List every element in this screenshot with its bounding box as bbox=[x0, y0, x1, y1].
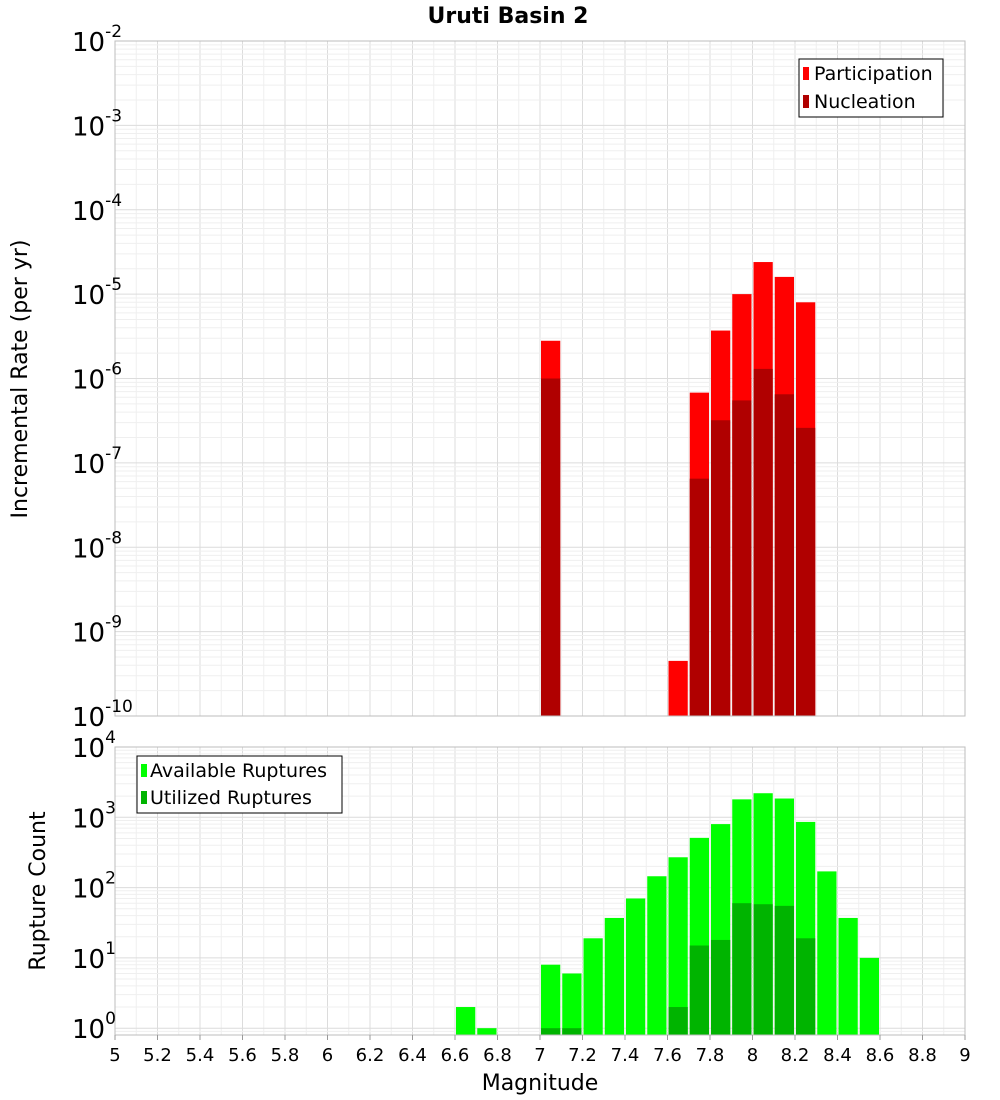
x-tick-label: 7 bbox=[534, 1045, 545, 1066]
x-tick-label: 5.4 bbox=[186, 1045, 215, 1066]
y-tick-label: 10-9 bbox=[72, 613, 122, 649]
y-tick-label: 10-4 bbox=[72, 191, 122, 227]
y-tick-label: 102 bbox=[72, 869, 116, 905]
x-tick-label: 8.8 bbox=[908, 1045, 937, 1066]
bar-utilized-ruptures bbox=[689, 945, 709, 1035]
chart-title: Uruti Basin 2 bbox=[428, 4, 589, 29]
x-tick-label: 8.6 bbox=[866, 1045, 895, 1066]
y-tick-label: 10-6 bbox=[72, 360, 122, 396]
legend-label-nucleation: Nucleation bbox=[814, 91, 916, 113]
count-legend: Available Ruptures Utilized Ruptures bbox=[136, 755, 343, 814]
count-x-ticks: 5 5.2 5.4 5.6 5.8 6 6.2 6.4 6.6 6.8 7 7.2 7.4 7.6 7.8 8… bbox=[109, 1035, 971, 1066]
x-tick-label: 5.8 bbox=[271, 1045, 300, 1066]
x-tick-label: 6 bbox=[322, 1045, 333, 1066]
bar-nucleation bbox=[541, 378, 561, 716]
x-axis-label: Magnitude bbox=[482, 1071, 599, 1096]
count-bars bbox=[456, 793, 879, 1035]
bar-available-ruptures bbox=[668, 857, 688, 1035]
x-tick-label: 5.2 bbox=[143, 1045, 172, 1066]
y-tick-label: 10-8 bbox=[72, 528, 122, 564]
legend-swatch-utilized-ruptures bbox=[141, 791, 147, 804]
legend-label-utilized-ruptures: Utilized Ruptures bbox=[150, 787, 312, 809]
x-tick-label: 7.8 bbox=[696, 1045, 725, 1066]
bar-participation bbox=[668, 660, 688, 716]
bar-nucleation bbox=[689, 478, 709, 716]
x-tick-label: 7.6 bbox=[653, 1045, 682, 1066]
rate-legend: Participation Nucleation bbox=[798, 58, 944, 118]
bar-available-ruptures bbox=[456, 1007, 476, 1035]
bar-available-ruptures bbox=[838, 917, 858, 1035]
x-tick-label: 8.4 bbox=[823, 1045, 852, 1066]
bar-available-ruptures bbox=[817, 871, 837, 1035]
y-tick-label: 101 bbox=[72, 939, 116, 975]
bar-available-ruptures bbox=[541, 964, 561, 1035]
bar-nucleation bbox=[711, 420, 731, 716]
x-tick-label: 7.2 bbox=[568, 1045, 597, 1066]
x-tick-label: 6.2 bbox=[356, 1045, 385, 1066]
y-tick-label: 10-3 bbox=[72, 106, 122, 142]
bar-nucleation bbox=[796, 427, 816, 716]
rate-y-axis-label: Incremental Rate (per yr) bbox=[8, 240, 33, 519]
bar-utilized-ruptures bbox=[711, 939, 731, 1035]
legend-swatch-nucleation bbox=[803, 95, 809, 108]
rate-bars bbox=[541, 262, 816, 716]
y-tick-label: 103 bbox=[72, 798, 116, 834]
bar-available-ruptures bbox=[562, 973, 582, 1035]
bar-utilized-ruptures bbox=[753, 904, 773, 1035]
legend-swatch-available-ruptures bbox=[141, 764, 147, 777]
bar-available-ruptures bbox=[859, 957, 879, 1035]
bar-utilized-ruptures bbox=[562, 1028, 582, 1035]
legend-swatch-participation bbox=[803, 67, 809, 80]
bar-utilized-ruptures bbox=[541, 1028, 561, 1035]
rate-y-ticks: 10-10 10-9 10-8 10-7 10-6 10-5 10-4 10-3 10-2 bbox=[72, 22, 133, 733]
count-y-axis-label: Rupture Count bbox=[26, 811, 51, 971]
bar-nucleation bbox=[774, 394, 794, 716]
count-y-ticks: 100 101 102 103 104 bbox=[72, 728, 116, 1045]
bar-available-ruptures bbox=[604, 917, 624, 1035]
x-tick-label: 5 bbox=[109, 1045, 120, 1066]
bar-nucleation bbox=[753, 368, 773, 716]
rate-panel: 10-10 10-9 10-8 10-7 10-6 10-5 10-4 10-3 10-2 In… bbox=[8, 22, 966, 733]
x-tick-label: 7.4 bbox=[611, 1045, 640, 1066]
x-tick-label: 6.8 bbox=[483, 1045, 512, 1066]
bar-available-ruptures bbox=[626, 898, 646, 1035]
count-grid bbox=[114, 747, 966, 1036]
bar-available-ruptures bbox=[647, 876, 667, 1035]
bar-utilized-ruptures bbox=[668, 1007, 688, 1035]
legend-label-available-ruptures: Available Ruptures bbox=[150, 760, 327, 782]
bar-available-ruptures bbox=[583, 938, 603, 1035]
y-tick-label: 10-5 bbox=[72, 275, 122, 311]
bar-available-ruptures bbox=[477, 1028, 497, 1035]
rate-plot-frame bbox=[114, 40, 966, 717]
bar-utilized-ruptures bbox=[796, 938, 816, 1035]
x-tick-label: 6.6 bbox=[441, 1045, 470, 1066]
y-tick-label: 100 bbox=[72, 1009, 116, 1045]
bar-nucleation bbox=[732, 400, 752, 716]
y-tick-label: 10-2 bbox=[72, 22, 122, 58]
x-tick-label: 8 bbox=[747, 1045, 758, 1066]
x-tick-label: 5.6 bbox=[228, 1045, 257, 1066]
y-tick-label: 10-7 bbox=[72, 444, 122, 480]
bar-utilized-ruptures bbox=[774, 905, 794, 1035]
x-tick-label: 6.4 bbox=[398, 1045, 427, 1066]
bar-utilized-ruptures bbox=[732, 903, 752, 1035]
rate-grid bbox=[114, 41, 966, 717]
y-tick-label: 104 bbox=[72, 728, 116, 764]
x-tick-label: 8.2 bbox=[781, 1045, 810, 1066]
x-tick-label: 9 bbox=[959, 1045, 970, 1066]
count-panel: 100 101 102 103 104 5 5.2 5.4 5.6 5.8 6 6.2 6.4 6.6 6… bbox=[26, 728, 971, 1096]
legend-label-participation: Participation bbox=[814, 63, 933, 85]
y-tick-label: 10-10 bbox=[72, 697, 133, 733]
